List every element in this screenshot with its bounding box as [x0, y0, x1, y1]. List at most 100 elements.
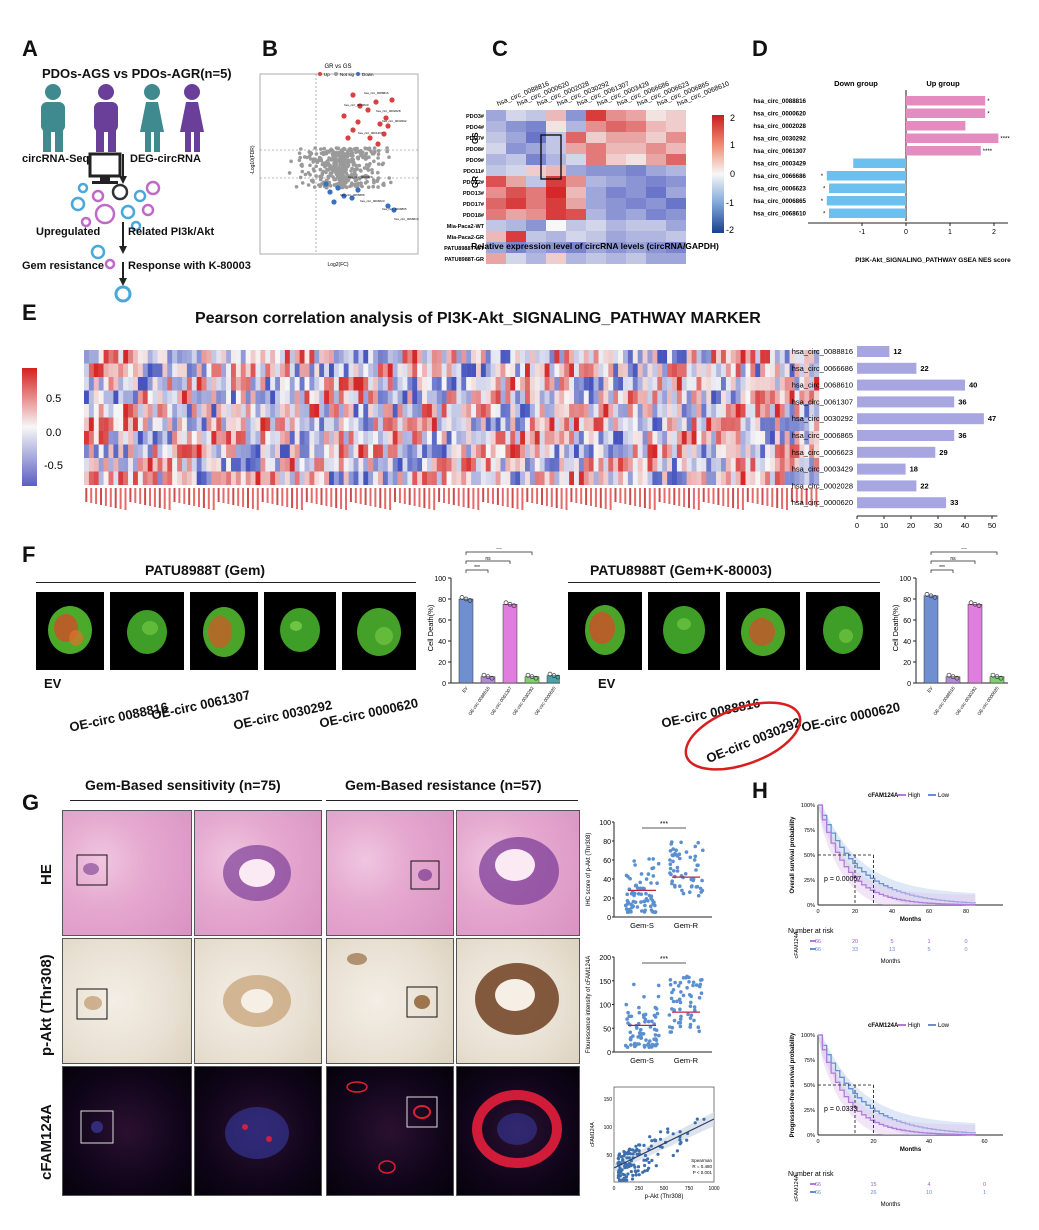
scatter-point	[634, 1144, 638, 1148]
volcano-point	[306, 183, 311, 187]
cell-death-bar	[945, 676, 961, 684]
corr-cell	[515, 458, 521, 472]
corr-cell	[231, 404, 237, 418]
e-scale-label: -0.5	[44, 460, 63, 472]
sig-bracket	[465, 551, 533, 555]
replicate-point	[463, 596, 469, 602]
corr-cell	[515, 417, 521, 431]
sample-point	[671, 999, 676, 1004]
corr-cell	[662, 404, 668, 418]
corr-cell	[221, 417, 227, 431]
corr-cell	[353, 390, 359, 404]
sig-label: ***	[961, 548, 967, 553]
x-tick-label: 60	[926, 909, 932, 915]
corr-cell	[721, 431, 727, 445]
corr-cell	[814, 390, 820, 404]
corr-cell	[206, 431, 212, 445]
corr-cell	[196, 363, 202, 377]
corr-cell	[794, 350, 800, 364]
sample-point	[681, 993, 686, 998]
corr-cell	[672, 431, 678, 445]
corr-cell	[304, 458, 310, 472]
panel-a-title: PDOs-AGS vs PDOs-AGR(n=5)	[42, 66, 232, 81]
corr-cell	[691, 417, 697, 431]
heatmap-cell	[646, 209, 666, 220]
corr-cell	[402, 417, 408, 431]
corr-cell	[716, 431, 722, 445]
sample-point	[675, 865, 680, 870]
up-group: Up group	[926, 79, 960, 88]
sample-point	[646, 1043, 650, 1047]
sig-label: ***	[660, 821, 668, 828]
corr-cell	[412, 390, 418, 404]
corr-cell	[319, 390, 325, 404]
corr-cell	[706, 444, 712, 458]
corr-cell	[260, 431, 266, 445]
corr-cell	[407, 471, 413, 485]
corr-cell	[789, 363, 795, 377]
volcano-point	[322, 146, 326, 151]
corr-cell	[231, 444, 237, 458]
corr-cell	[760, 431, 766, 445]
corr-cell	[387, 431, 393, 445]
corr-cell	[270, 404, 276, 418]
corr-cell	[711, 458, 717, 472]
corr-cell	[618, 471, 624, 485]
corr-cell	[755, 444, 761, 458]
corr-cell	[672, 417, 678, 431]
corr-cell	[652, 444, 658, 458]
corr-cell	[221, 377, 227, 391]
gene-label-mark	[403, 488, 406, 504]
corr-cell	[534, 350, 540, 364]
corr-cell	[304, 444, 310, 458]
corr-cell	[608, 404, 614, 418]
corr-cell	[427, 404, 433, 418]
volcano-label: hsa_circ_0061307	[358, 131, 383, 135]
corr-cell	[235, 390, 241, 404]
corr-cell	[319, 417, 325, 431]
corr-cell	[466, 350, 472, 364]
corr-cell	[672, 363, 678, 377]
corr-cell	[554, 350, 560, 364]
corr-cell	[304, 377, 310, 391]
corr-cell	[216, 458, 222, 472]
corr-cell	[343, 363, 349, 377]
corr-cell	[255, 458, 261, 472]
heatmap-cell	[626, 154, 646, 165]
volcano-point	[359, 183, 363, 188]
ihc-micrograph	[62, 938, 192, 1064]
corr-cell	[525, 417, 531, 431]
scatter-point	[634, 1170, 638, 1174]
corr-cell	[338, 404, 344, 418]
corr-cell	[451, 377, 457, 391]
volcano-point	[342, 178, 347, 183]
corr-cell	[569, 377, 575, 391]
gene-label-mark	[202, 488, 205, 508]
corr-cell	[574, 363, 580, 377]
corr-cell	[353, 404, 359, 418]
risk-count: 5	[927, 947, 930, 953]
corr-cell	[642, 390, 648, 404]
corr-cell	[216, 404, 222, 418]
corr-cell	[662, 390, 668, 404]
scatter-point	[628, 1148, 632, 1152]
corr-cell	[770, 350, 776, 364]
corr-cell	[451, 350, 457, 364]
corr-cell	[407, 350, 413, 364]
corr-cell	[201, 444, 207, 458]
corr-cell	[765, 404, 771, 418]
corr-cell	[794, 417, 800, 431]
volcano-point	[300, 162, 304, 167]
y-axis-label: Flourescence intensity of cFAM124A	[586, 956, 592, 1053]
corr-cell	[510, 404, 516, 418]
corr-cell	[779, 431, 785, 445]
volcano-point-down	[323, 181, 329, 187]
corr-cell	[162, 404, 168, 418]
corr-cell	[417, 431, 423, 445]
corr-cell	[378, 444, 384, 458]
gene-label-mark	[487, 488, 490, 503]
ihc-micrograph-zoom	[194, 938, 322, 1064]
corr-cell	[466, 390, 472, 404]
corr-cell	[98, 390, 104, 404]
